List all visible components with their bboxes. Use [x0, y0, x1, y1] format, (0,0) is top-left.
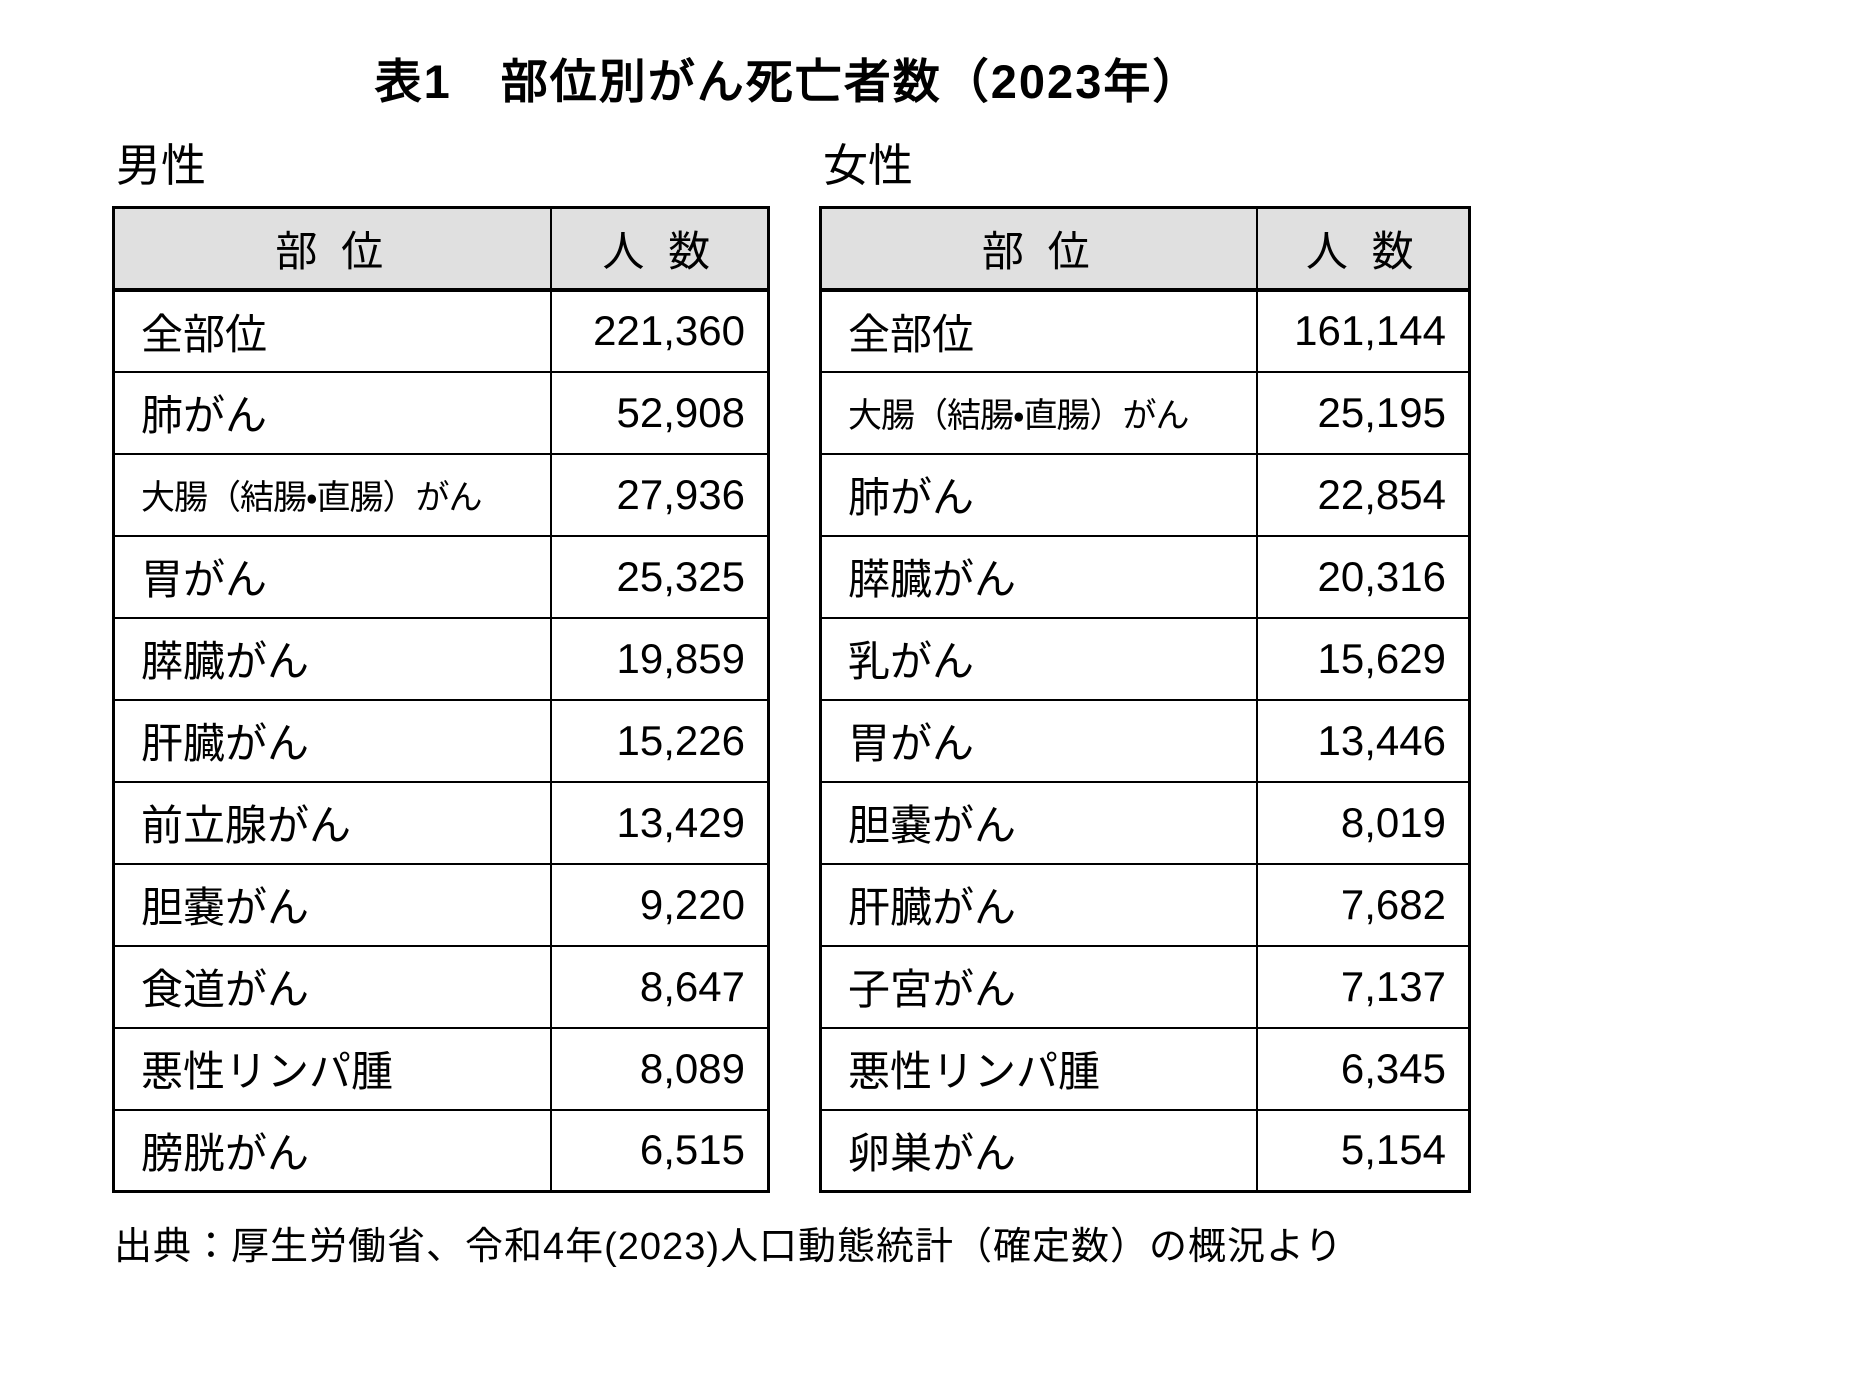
site-cell: 全部位 — [819, 288, 1258, 373]
count-cell: 22,854 — [1255, 452, 1471, 537]
table-row: 膵臓がん 20,316 — [819, 534, 1471, 619]
count-cell: 52,908 — [549, 370, 770, 455]
count-cell: 27,936 — [549, 452, 770, 537]
count-cell: 7,137 — [1255, 944, 1471, 1029]
table-row: 悪性リンパ腫 8,089 — [112, 1026, 770, 1111]
page-title: 表1 部位別がん死亡者数（2023年） — [374, 55, 1202, 108]
female-table-section: 女性 部 位 人 数 全部位 161,144 大腸（結腸・直腸）がん — [819, 138, 1471, 1193]
site-cell: 前立腺がん — [112, 780, 552, 865]
count-cell: 25,195 — [1255, 370, 1471, 455]
male-cancer-table: 部 位 人 数 全部位 221,360 肺がん 52,908 大腸（結腸・直腸）… — [112, 206, 770, 1193]
count-cell: 15,226 — [549, 698, 770, 783]
count-cell: 9,220 — [549, 862, 770, 947]
table-row: 胆嚢がん 9,220 — [112, 862, 770, 947]
female-cancer-table: 部 位 人 数 全部位 161,144 大腸（結腸・直腸）がん 25,195 肺… — [819, 206, 1471, 1193]
count-cell: 8,089 — [549, 1026, 770, 1111]
table-row: 卵巣がん 5,154 — [819, 1108, 1471, 1193]
count-cell: 25,325 — [549, 534, 770, 619]
site-cell: 膵臓がん — [819, 534, 1258, 619]
site-cell: 胃がん — [819, 698, 1258, 783]
female-table-caption: 女性 — [823, 140, 914, 191]
table-row: 胆嚢がん 8,019 — [819, 780, 1471, 865]
site-cell: 肝臓がん — [112, 698, 552, 783]
tables-container: 男性 部 位 人 数 全部位 221,360 肺がん 52, — [112, 138, 1867, 1193]
site-cell: 胆嚢がん — [819, 780, 1258, 865]
table-row: 子宮がん 7,137 — [819, 944, 1471, 1029]
table-row: 肝臓がん 7,682 — [819, 862, 1471, 947]
table-row: 肝臓がん 15,226 — [112, 698, 770, 783]
table-row: 乳がん 15,629 — [819, 616, 1471, 701]
male-header-row: 部 位 人 数 — [112, 206, 770, 292]
table-row: 大腸（結腸・直腸）がん 25,195 — [819, 370, 1471, 455]
female-site-header: 部 位 — [819, 206, 1258, 292]
table-row: 全部位 161,144 — [819, 288, 1471, 373]
table-row: 悪性リンパ腫 6,345 — [819, 1026, 1471, 1111]
site-cell: 子宮がん — [819, 944, 1258, 1029]
site-cell: 肺がん — [112, 370, 552, 455]
count-cell: 161,144 — [1255, 288, 1471, 373]
table-row: 胃がん 25,325 — [112, 534, 770, 619]
site-cell: 卵巣がん — [819, 1108, 1258, 1193]
count-cell: 8,019 — [1255, 780, 1471, 865]
count-cell: 221,360 — [549, 288, 770, 373]
count-cell: 5,154 — [1255, 1108, 1471, 1193]
site-cell: 膵臓がん — [112, 616, 552, 701]
site-cell: 膀胱がん — [112, 1108, 552, 1193]
count-cell: 19,859 — [549, 616, 770, 701]
table-row: 肺がん 22,854 — [819, 452, 1471, 537]
count-cell: 6,345 — [1255, 1026, 1471, 1111]
site-cell: 乳がん — [819, 616, 1258, 701]
count-cell: 13,446 — [1255, 698, 1471, 783]
female-count-header: 人 数 — [1255, 206, 1471, 292]
table-row: 全部位 221,360 — [112, 288, 770, 373]
table-row: 大腸（結腸・直腸）がん 27,936 — [112, 452, 770, 537]
site-cell: 悪性リンパ腫 — [819, 1026, 1258, 1111]
count-cell: 6,515 — [549, 1108, 770, 1193]
site-cell: 大腸（結腸・直腸）がん — [819, 370, 1258, 455]
table-row: 胃がん 13,446 — [819, 698, 1471, 783]
site-cell: 全部位 — [112, 288, 552, 373]
table-row: 膵臓がん 19,859 — [112, 616, 770, 701]
count-cell: 20,316 — [1255, 534, 1471, 619]
site-cell: 胆嚢がん — [112, 862, 552, 947]
count-cell: 8,647 — [549, 944, 770, 1029]
site-cell: 食道がん — [112, 944, 552, 1029]
table-row: 膀胱がん 6,515 — [112, 1108, 770, 1193]
site-cell: 胃がん — [112, 534, 552, 619]
source-note: 出典：厚生労働省、令和4年(2023)人口動態統計（確定数）の概況より — [114, 1226, 1344, 1268]
table-row: 肺がん 52,908 — [112, 370, 770, 455]
site-cell: 悪性リンパ腫 — [112, 1026, 552, 1111]
site-cell: 大腸（結腸・直腸）がん — [112, 452, 552, 537]
table-row: 前立腺がん 13,429 — [112, 780, 770, 865]
table-row: 食道がん 8,647 — [112, 944, 770, 1029]
site-cell: 肺がん — [819, 452, 1258, 537]
male-count-header: 人 数 — [549, 206, 770, 292]
count-cell: 13,429 — [549, 780, 770, 865]
site-cell: 肝臓がん — [819, 862, 1258, 947]
male-table-section: 男性 部 位 人 数 全部位 221,360 肺がん 52, — [112, 138, 770, 1193]
count-cell: 15,629 — [1255, 616, 1471, 701]
female-header-row: 部 位 人 数 — [819, 206, 1471, 292]
male-site-header: 部 位 — [112, 206, 552, 292]
count-cell: 7,682 — [1255, 862, 1471, 947]
male-table-caption: 男性 — [116, 140, 207, 191]
